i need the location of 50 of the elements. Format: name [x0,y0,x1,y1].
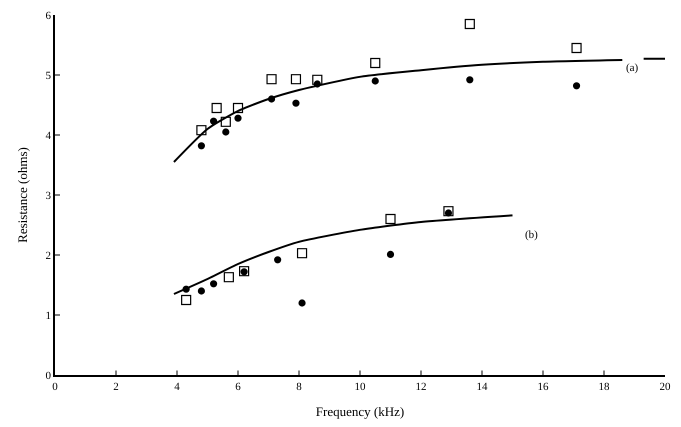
point [298,299,306,307]
point [385,214,396,224]
point [266,74,277,84]
point [370,58,380,68]
x-tick-label: 20 [660,380,671,393]
point [466,76,474,84]
point [210,280,218,288]
x-tick-label: 2 [113,380,119,393]
y-tick-label: 5 [46,70,52,82]
point [196,125,206,136]
point [234,114,242,122]
point [443,206,454,216]
y-tick-label: 0 [46,370,52,382]
y-tick-label: 6 [46,10,52,22]
point [181,294,192,306]
x-tick-label: 16 [538,380,549,393]
point [212,102,222,114]
y-tick-label: 1 [46,310,52,322]
point [572,82,580,90]
series-label: (a) [626,62,639,74]
x-tick-label: 10 [354,380,366,393]
point [224,272,234,282]
x-tick-label: 4 [174,380,180,393]
point [312,74,322,85]
x-axis-title: Frequency (kHz) [316,404,404,420]
point [232,102,244,114]
point [198,142,205,150]
point [571,42,582,54]
point [290,74,302,84]
x-tick-label: 12 [416,380,426,393]
y-tick-label: 4 [46,130,52,142]
x-tick-label: 18 [598,380,610,393]
point [444,209,452,217]
point [222,128,230,136]
point [464,18,475,30]
point [274,256,282,264]
x-tick-label: 14 [476,380,488,393]
y-tick-label: 3 [46,190,52,202]
point [292,100,300,107]
point [372,77,379,85]
y-tick-label: 2 [46,250,52,262]
point [386,250,394,258]
point [198,287,205,295]
x-tick-label: 8 [296,380,302,393]
y-axis-title: Resistance (ohms) [15,147,30,243]
line-series [172,214,514,295]
point [220,116,231,127]
point [296,248,308,258]
series-label: (b) [525,229,538,241]
x-tick-label: 6 [235,380,242,393]
